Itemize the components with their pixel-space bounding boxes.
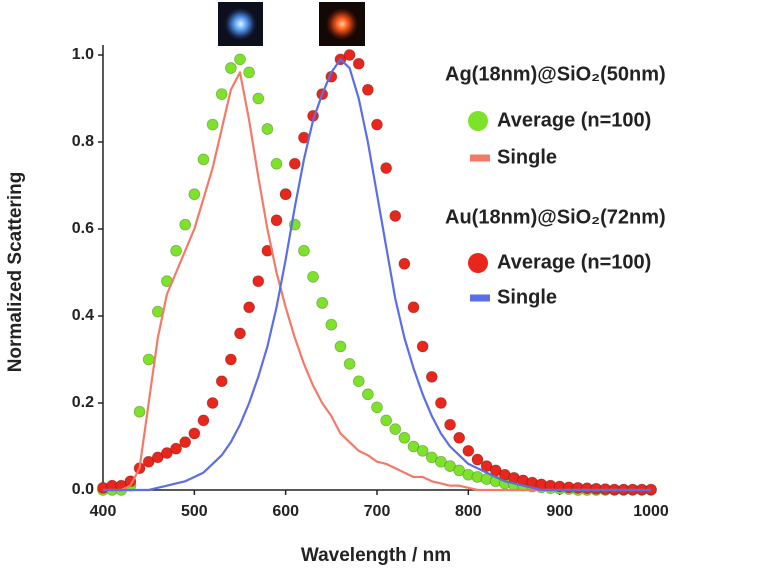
data-point <box>170 244 182 257</box>
data-point <box>252 275 265 288</box>
data-point <box>307 270 319 283</box>
legend-label: Average (n=100) <box>497 251 651 273</box>
x-tick-label: 900 <box>546 503 573 520</box>
y-tick-label: 0.2 <box>72 394 94 411</box>
data-point <box>142 455 155 468</box>
data-point <box>371 401 383 414</box>
data-point <box>215 88 228 101</box>
data-point <box>398 431 411 444</box>
legend-marker <box>468 111 488 131</box>
data-point <box>471 453 484 466</box>
x-axis-title: Wavelength / nm <box>301 545 451 566</box>
y-tick-label: 0.6 <box>72 220 94 237</box>
data-point <box>425 370 438 383</box>
data-point <box>243 66 256 79</box>
data-point <box>188 188 201 201</box>
data-point <box>435 455 447 468</box>
data-point <box>361 83 374 96</box>
data-point <box>197 153 210 166</box>
data-point <box>352 375 365 388</box>
particle-glow <box>224 8 257 40</box>
legend-marker <box>468 253 488 273</box>
data-point <box>224 353 237 366</box>
legend-title: Au(18nm)@SiO₂(72nm) <box>445 206 666 228</box>
data-point <box>416 340 429 353</box>
data-point <box>343 49 356 61</box>
data-point <box>425 451 438 464</box>
data-point <box>133 405 146 418</box>
legend-label: Single <box>497 286 557 308</box>
legend-label: Single <box>497 146 557 168</box>
plot-area: 400 500 600 700 800 900 1000 0.0 0.2 0.4 0.6 0.8 1.0 <box>72 45 669 520</box>
data-point <box>206 397 219 409</box>
data-point <box>453 431 466 444</box>
data-point <box>170 442 182 455</box>
data-point <box>252 92 265 105</box>
data-point <box>389 210 402 222</box>
y-tick-label: 1.0 <box>72 46 94 63</box>
data-point <box>316 297 329 309</box>
data-point <box>389 423 402 436</box>
y-tick-label: 0.4 <box>72 307 94 324</box>
y-axis-title: Normalized Scattering <box>5 172 26 373</box>
data-point <box>215 375 228 388</box>
data-point <box>279 188 292 201</box>
data-point <box>371 118 383 131</box>
legend-title: Ag(18nm)@SiO₂(50nm) <box>445 63 666 85</box>
data-point <box>234 327 246 340</box>
data-point <box>161 447 173 459</box>
data-point <box>270 214 283 227</box>
data-point <box>142 353 155 366</box>
legend-marker <box>470 154 490 162</box>
data-point <box>398 257 411 270</box>
data-point <box>435 397 447 409</box>
data-point <box>234 53 246 66</box>
x-tick-label: 800 <box>455 503 482 520</box>
data-point <box>416 444 429 457</box>
data-point <box>224 62 237 74</box>
x-tick-label: 400 <box>90 503 117 520</box>
data-point <box>179 218 192 231</box>
series-line <box>103 58 651 492</box>
data-point <box>325 318 338 331</box>
series-line <box>103 71 651 492</box>
y-tick-label: 0.0 <box>72 481 94 498</box>
y-tick-label: 0.8 <box>72 133 94 150</box>
data-point <box>298 244 310 257</box>
data-point <box>361 388 374 401</box>
data-point <box>352 57 365 70</box>
data-point <box>334 340 347 353</box>
x-tick-label: 500 <box>181 503 208 520</box>
legend: Ag(18nm)@SiO₂(50nm) Au(18nm)@SiO₂(72nm) Av… <box>445 63 666 308</box>
legend-label: Average (n=100) <box>497 109 651 131</box>
data-point <box>343 357 356 370</box>
legend-marker <box>470 294 490 302</box>
data-point <box>206 118 219 131</box>
data-point <box>444 418 456 431</box>
data-point <box>270 157 283 170</box>
x-tick-label: 700 <box>364 503 391 520</box>
data-point <box>462 444 475 457</box>
data-point <box>261 123 274 135</box>
data-point <box>407 440 420 453</box>
data-point <box>288 157 301 170</box>
x-tick-label: 600 <box>272 503 299 520</box>
data-point <box>243 301 256 314</box>
data-point <box>151 451 164 464</box>
data-point <box>453 464 466 477</box>
data-point <box>444 460 456 472</box>
data-point <box>407 301 420 314</box>
data-point <box>380 414 393 427</box>
data-point <box>179 436 192 449</box>
data-point <box>197 414 210 427</box>
data-point <box>188 427 201 440</box>
x-tick-label: 1000 <box>633 503 669 520</box>
data-point <box>380 162 393 175</box>
particle-glow <box>326 8 358 40</box>
